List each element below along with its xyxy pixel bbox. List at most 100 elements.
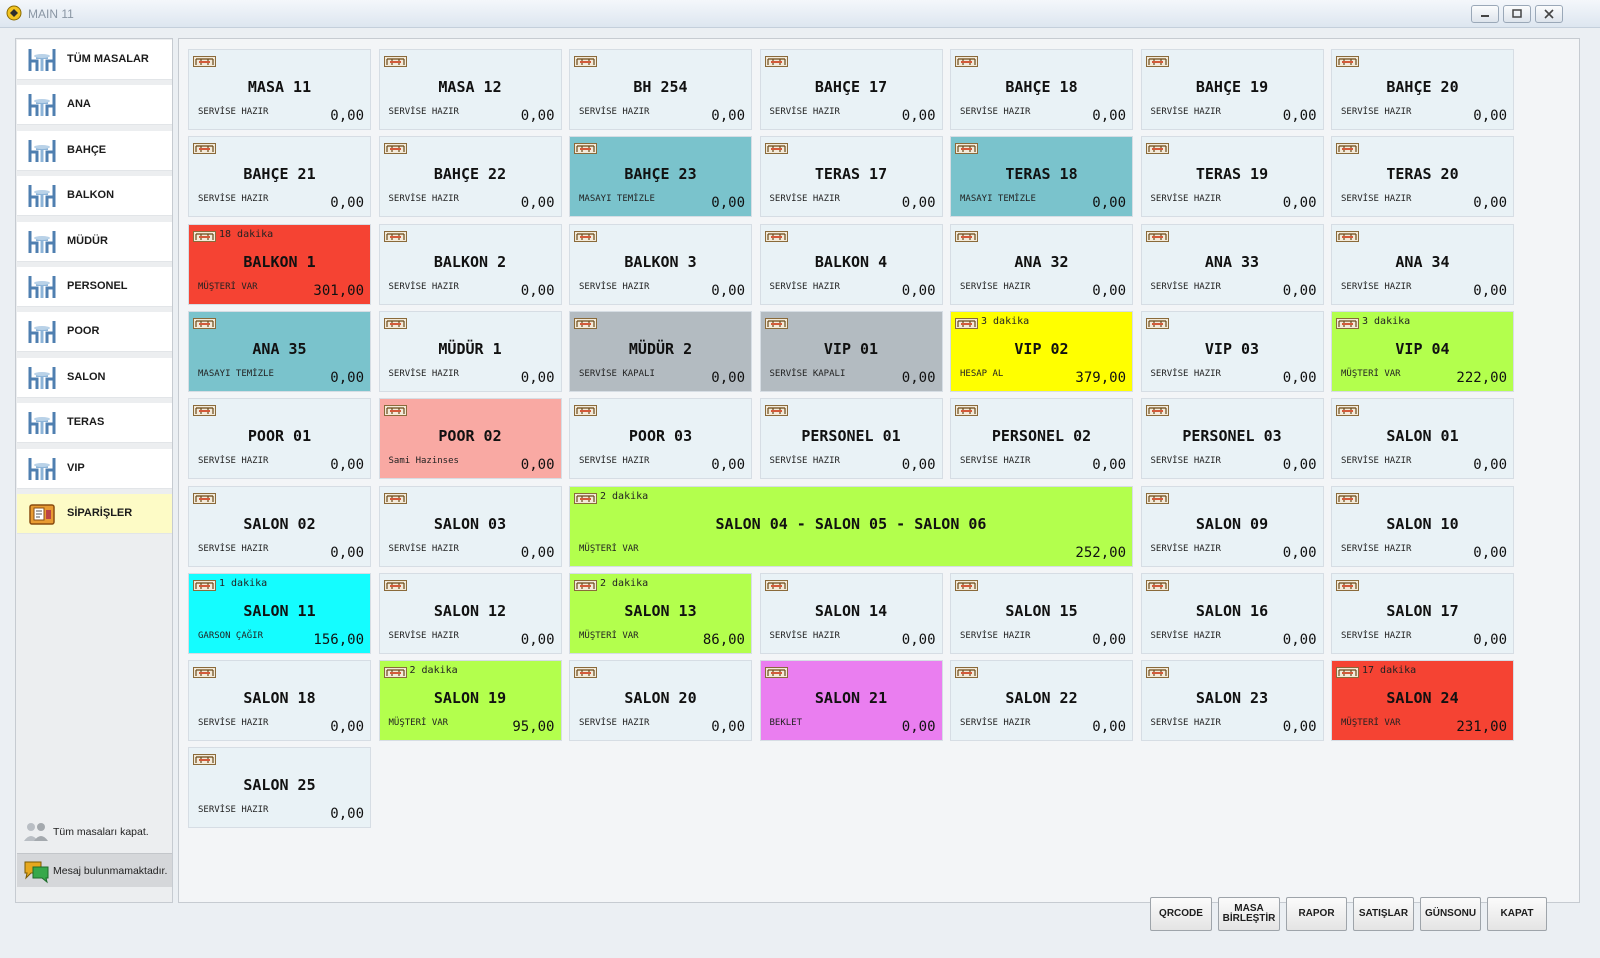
table-icon: [383, 403, 407, 417]
table-tile[interactable]: BAHÇE 17 SERVİSE HAZIR 0,00: [759, 49, 943, 130]
table-tile[interactable]: 3 dakika VIP 04 MÜŞTERİ VAR 222,00: [1331, 310, 1514, 392]
table-tile[interactable]: POOR 03 SERVİSE HAZIR 0,00: [569, 398, 752, 480]
minimize-button[interactable]: [1471, 5, 1499, 23]
table-status: SERVİSE HAZIR: [1150, 368, 1221, 379]
table-tile[interactable]: SALON 23 SERVİSE HAZIR 0,00: [1140, 660, 1324, 742]
table-tile[interactable]: BAHÇE 22 SERVİSE HAZIR 0,00: [378, 136, 562, 218]
table-name: SALON 23: [1195, 689, 1269, 708]
footer-button-qrcode[interactable]: QRCODE: [1150, 897, 1212, 931]
table-tile[interactable]: SALON 25 SERVİSE HAZIR 0,00: [188, 747, 371, 829]
table-tile[interactable]: BAHÇE 23 MASAYI TEMİZLE 0,00: [569, 136, 752, 218]
sidebar-category-5[interactable]: MÜDÜR: [17, 221, 172, 262]
table-tile[interactable]: BAHÇE 18 SERVİSE HAZIR 0,00: [950, 49, 1133, 130]
table-tile[interactable]: SALON 21 BEKLET 0,00: [759, 660, 943, 742]
table-name: SALON 20: [624, 689, 697, 708]
table-tile[interactable]: SALON 15 SERVİSE HAZIR 0,00: [950, 572, 1133, 654]
table-tile[interactable]: SALON 16 SERVİSE HAZIR 0,00: [1140, 572, 1324, 654]
sidebar-category-9[interactable]: TERAS: [17, 403, 172, 444]
sidebar-category-8[interactable]: SALON: [17, 357, 172, 398]
table-tile[interactable]: MASA 11 SERVİSE HAZIR 0,00: [188, 49, 371, 130]
table-tile[interactable]: TERAS 20 SERVİSE HAZIR 0,00: [1331, 136, 1514, 218]
table-tile[interactable]: SALON 02 SERVİSE HAZIR 0,00: [188, 485, 371, 567]
sidebar-category-7[interactable]: POOR: [17, 312, 172, 353]
table-tile[interactable]: BALKON 2 SERVİSE HAZIR 0,00: [378, 223, 562, 305]
sidebar-category-6[interactable]: PERSONEL: [17, 267, 172, 307]
table-amount: 0,00: [520, 369, 555, 386]
table-tile[interactable]: ANA 35 MASAYI TEMİZLE 0,00: [188, 310, 371, 392]
table-tile[interactable]: MÜDÜR 2 SERVİSE KAPALI 0,00: [569, 310, 752, 392]
table-tile[interactable]: 2 dakika SALON 19 MÜŞTERİ VAR 95,00: [378, 660, 562, 742]
table-tile[interactable]: POOR 02 Sami Hazinses 0,00: [378, 398, 562, 480]
table-icon: [193, 229, 216, 242]
table-tile[interactable]: BH 254 SERVİSE HAZIR 0,00: [569, 49, 752, 130]
table-tile[interactable]: SALON 03 SERVİSE HAZIR 0,00: [378, 485, 562, 567]
table-amount: 252,00: [1075, 544, 1126, 561]
sidebar-category-label: POOR: [67, 325, 100, 338]
table-tile[interactable]: SALON 14 SERVİSE HAZIR 0,00: [759, 572, 943, 654]
table-tile[interactable]: TERAS 17 SERVİSE HAZIR 0,00: [759, 136, 943, 218]
table-tile[interactable]: SALON 12 SERVİSE HAZIR 0,00: [378, 572, 562, 654]
table-tile[interactable]: VIP 01 SERVİSE KAPALI 0,00: [759, 310, 943, 392]
footer-button-g-nsonu[interactable]: GÜNSONU: [1420, 897, 1481, 931]
table-tile[interactable]: POOR 01 SERVİSE HAZIR 0,00: [188, 398, 371, 480]
table-status: SERVİSE HAZIR: [1341, 107, 1412, 117]
table-tile[interactable]: 3 dakika VIP 02 HESAP AL 379,00: [950, 310, 1133, 392]
table-tile[interactable]: 18 dakika BALKON 1 MÜŞTERİ VAR 301,00: [188, 223, 371, 305]
table-tile[interactable]: TERAS 18 MASAYI TEMİZLE 0,00: [950, 136, 1133, 218]
table-tile[interactable]: SALON 22 SERVİSE HAZIR 0,00: [950, 660, 1133, 742]
table-tile[interactable]: SALON 01 SERVİSE HAZIR 0,00: [1331, 398, 1514, 480]
footer-button-label: QRCODE: [1159, 908, 1203, 919]
table-icon: [764, 316, 788, 329]
users-icon: [21, 819, 51, 845]
footer-button-sati-lar[interactable]: SATIŞLAR: [1353, 897, 1414, 931]
table-tile[interactable]: SALON 17 SERVİSE HAZIR 0,00: [1331, 572, 1514, 654]
table-tile[interactable]: ANA 32 SERVİSE HAZIR 0,00: [950, 223, 1133, 305]
close-button[interactable]: [1535, 5, 1563, 23]
table-name: PERSONEL 01: [801, 427, 901, 446]
table-tile[interactable]: BALKON 4 SERVİSE HAZIR 0,00: [759, 223, 943, 305]
sidebar-category-11[interactable]: SİPARİŞLER: [17, 494, 172, 534]
table-tile[interactable]: MASA 12 SERVİSE HAZIR 0,00: [378, 49, 562, 130]
chat-bubble-icon: [21, 858, 51, 884]
table-tile[interactable]: PERSONEL 02 SERVİSE HAZIR 0,00: [950, 398, 1133, 480]
table-tile[interactable]: 2 dakika SALON 13 MÜŞTERİ VAR 86,00: [569, 572, 752, 654]
table-name: BAHÇE 22: [433, 165, 507, 184]
table-tile[interactable]: ANA 33 SERVİSE HAZIR 0,00: [1140, 223, 1324, 305]
table-amount: 0,00: [901, 457, 936, 474]
table-tile[interactable]: BAHÇE 20 SERVİSE HAZIR 0,00: [1331, 49, 1514, 130]
messages-button[interactable]: Mesaj bulunmamaktadır.: [17, 853, 172, 887]
sidebar-category-4[interactable]: BALKON: [17, 176, 172, 217]
table-amount: 301,00: [313, 282, 364, 299]
table-tile[interactable]: BAHÇE 19 SERVİSE HAZIR 0,00: [1140, 49, 1324, 130]
table-tile[interactable]: 1 dakika SALON 11 GARSON ÇAĞIR 156,00: [188, 572, 371, 654]
table-tile[interactable]: VIP 03 SERVİSE HAZIR 0,00: [1140, 310, 1324, 392]
table-amount: 0,00: [330, 544, 364, 561]
table-icon: [574, 141, 597, 155]
table-name: POOR 01: [247, 427, 312, 446]
sidebar-category-10[interactable]: VIP: [17, 448, 172, 489]
sidebar-category-3[interactable]: BAHÇE: [17, 130, 172, 171]
table-name: BAHÇE 17: [814, 78, 888, 96]
sidebar-category-1[interactable]: TÜM MASALAR: [17, 40, 172, 80]
table-tile[interactable]: ANA 34 SERVİSE HAZIR 0,00: [1331, 223, 1514, 305]
table-tile[interactable]: PERSONEL 03 SERVİSE HAZIR 0,00: [1140, 398, 1324, 480]
table-tile[interactable]: SALON 09 SERVİSE HAZIR 0,00: [1140, 485, 1324, 567]
sidebar-category-2[interactable]: ANA: [17, 85, 172, 126]
table-icon: [1145, 229, 1169, 242]
footer-button-rapor[interactable]: RAPOR: [1286, 897, 1347, 931]
close-all-tables-button[interactable]: Tüm masaları kapat.: [17, 815, 172, 849]
table-name: BAHÇE 19: [1195, 78, 1269, 96]
table-tile[interactable]: PERSONEL 01 SERVİSE HAZIR 0,00: [759, 398, 943, 480]
maximize-button[interactable]: [1503, 5, 1531, 23]
table-tile[interactable]: SALON 10 SERVİSE HAZIR 0,00: [1331, 485, 1514, 567]
table-tile[interactable]: SALON 20 SERVİSE HAZIR 0,00: [569, 660, 752, 742]
table-tile[interactable]: 17 dakika SALON 24 MÜŞTERİ VAR 231,00: [1331, 660, 1514, 742]
table-tile[interactable]: MÜDÜR 1 SERVİSE HAZIR 0,00: [378, 310, 562, 392]
table-tile[interactable]: 2 dakika SALON 04 - SALON 05 - SALON 06 MÜ…: [569, 485, 1133, 567]
footer-button-kapat[interactable]: KAPAT: [1487, 897, 1547, 931]
table-tile[interactable]: BALKON 3 SERVİSE HAZIR 0,00: [569, 223, 752, 305]
footer-button-masa-bi-rle-ti-r[interactable]: MASA BİRLEŞTİR: [1218, 897, 1280, 931]
table-tile[interactable]: BAHÇE 21 SERVİSE HAZIR 0,00: [188, 136, 371, 218]
table-tile[interactable]: SALON 18 SERVİSE HAZIR 0,00: [188, 660, 371, 742]
table-tile[interactable]: TERAS 19 SERVİSE HAZIR 0,00: [1140, 136, 1324, 218]
